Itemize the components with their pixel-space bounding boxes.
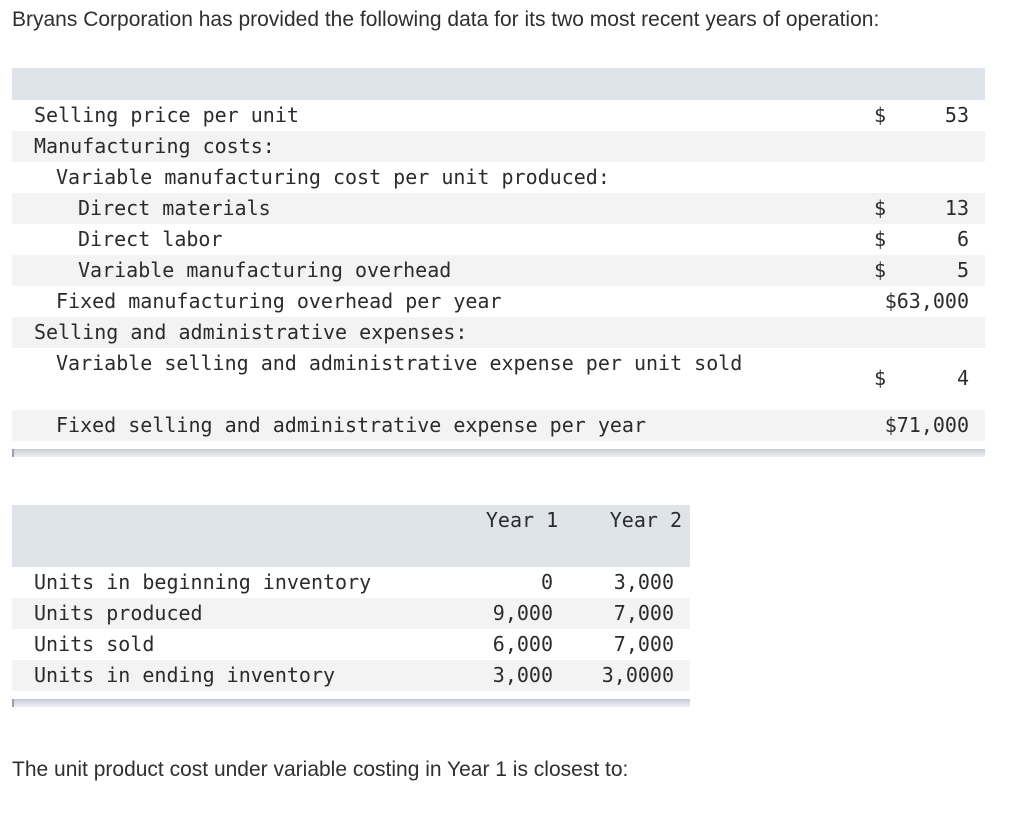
row-value: 4 bbox=[956, 366, 969, 390]
row-label: Variable manufacturing cost per unit pro… bbox=[56, 165, 610, 189]
table-footer bbox=[12, 449, 985, 457]
currency-symbol: $ bbox=[874, 227, 887, 251]
row-label: Units sold bbox=[34, 632, 155, 656]
year-2-value: 7,000 bbox=[613, 632, 674, 656]
currency-symbol: $ bbox=[874, 103, 887, 127]
question-text: The unit product cost under variable cos… bbox=[12, 758, 629, 781]
year-2-value: 3,000 bbox=[613, 570, 674, 594]
row-label: Units in beginning inventory bbox=[34, 570, 372, 594]
column-header-year-1: Year 1 bbox=[485, 508, 559, 532]
table-row: Manufacturing costs: bbox=[12, 131, 985, 162]
row-label: Units in ending inventory bbox=[34, 663, 336, 687]
row-value: 5 bbox=[956, 258, 969, 282]
table-row: Variable manufacturing cost per unit pro… bbox=[12, 162, 985, 193]
table-header: Year 1 Year 2 bbox=[12, 505, 690, 567]
year-1-value: 9,000 bbox=[492, 601, 553, 625]
table-row: Variable manufacturing overhead $ 5 bbox=[12, 255, 985, 286]
row-value: $63,000 bbox=[884, 289, 969, 313]
row-label: Selling and administrative expenses: bbox=[34, 320, 468, 344]
table-row: Units produced 9,000 7,000 bbox=[12, 598, 690, 629]
table-row: Units in beginning inventory 0 3,000 bbox=[12, 567, 690, 598]
row-value: $71,000 bbox=[884, 413, 969, 437]
table-row: Variable selling and administrative expe… bbox=[12, 348, 985, 410]
intro-text: Bryans Corporation has provided the foll… bbox=[12, 8, 880, 31]
year-1-value: 0 bbox=[540, 570, 553, 594]
year-1-value: 3,000 bbox=[492, 663, 553, 687]
cost-data-table: Selling price per unit $ 53 Manufacturin… bbox=[12, 68, 985, 457]
column-header-year-2: Year 2 bbox=[609, 508, 682, 532]
table-row: Fixed selling and administrative expense… bbox=[12, 410, 985, 441]
currency-symbol: $ bbox=[874, 366, 887, 390]
currency-symbol: $ bbox=[874, 196, 887, 220]
year-1-value: 6,000 bbox=[492, 632, 553, 656]
row-label: Manufacturing costs: bbox=[34, 134, 275, 158]
row-label: Units produced bbox=[34, 601, 203, 625]
table-footer bbox=[12, 699, 690, 707]
table-row: Units sold 6,000 7,000 bbox=[12, 629, 690, 660]
row-label: Direct materials bbox=[78, 196, 271, 220]
table-row: Selling price per unit $ 53 bbox=[12, 100, 985, 131]
row-value: 53 bbox=[944, 103, 969, 127]
row-label: Selling price per unit bbox=[34, 103, 299, 127]
table-row: Direct labor $ 6 bbox=[12, 224, 985, 255]
year-2-value: 7,000 bbox=[613, 601, 674, 625]
row-value: 6 bbox=[956, 227, 969, 251]
table-row: Direct materials $ 13 bbox=[12, 193, 985, 224]
table-header bbox=[12, 68, 985, 100]
year-2-value: 3,0000 bbox=[601, 663, 674, 687]
table-row: Units in ending inventory 3,000 3,0000 bbox=[12, 660, 690, 691]
row-label: Fixed selling and administrative expense… bbox=[56, 413, 647, 437]
table-row: Fixed manufacturing overhead per year $6… bbox=[12, 286, 985, 317]
units-table: Year 1 Year 2 Units in beginning invento… bbox=[12, 505, 690, 707]
row-label: Variable manufacturing overhead bbox=[78, 258, 452, 282]
currency-symbol: $ bbox=[874, 258, 887, 282]
row-label: Direct labor bbox=[78, 227, 223, 251]
row-value: 13 bbox=[944, 196, 969, 220]
row-label: Fixed manufacturing overhead per year bbox=[56, 289, 502, 313]
row-label: Variable selling and administrative expe… bbox=[56, 351, 743, 375]
table-row: Selling and administrative expenses: bbox=[12, 317, 985, 348]
